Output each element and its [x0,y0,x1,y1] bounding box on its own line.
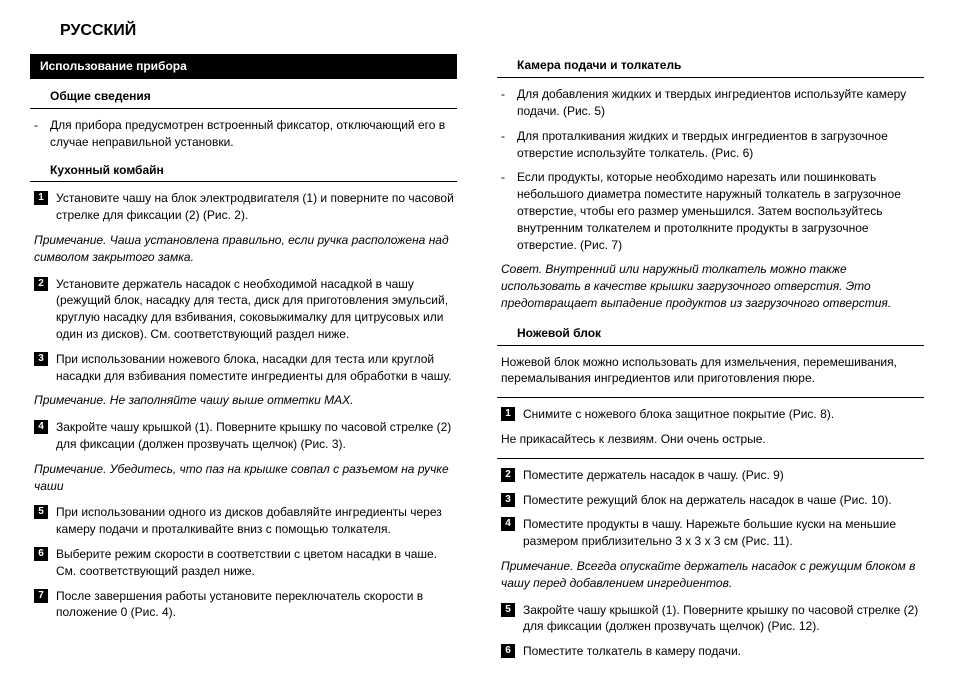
right-column: Камера подачи и толкатель - Для добавлен… [497,54,924,668]
page-title: РУССКИЙ [60,20,924,42]
step-3: 3 При использовании ножевого блока, наса… [30,351,457,385]
general-bullet-text: Для прибора предусмотрен встроенный фикс… [50,117,457,151]
blade-step-5: 5 Закройте чашу крышкой (1). Поверните к… [497,602,924,636]
dash-icon: - [34,117,50,151]
blade-step-2: 2 Поместите держатель насадок в чашу. (Р… [497,467,924,484]
sub-heading-blade: Ножевой блок [497,322,924,346]
blade-step-5-text: Закройте чашу крышкой (1). Поверните кры… [523,602,924,636]
feed-bullet-2: - Для проталкивания жидких и твердых инг… [497,128,924,162]
step-number-icon: 6 [34,547,48,561]
sub-heading-general: Общие сведения [30,85,457,109]
step-number-icon: 5 [34,505,48,519]
step-6-text: Выберите режим скорости в соответствии с… [56,546,457,580]
step-number-icon: 2 [501,468,515,482]
step-1: 1 Установите чашу на блок электродвигате… [30,190,457,224]
step-number-icon: 4 [501,517,515,531]
content-columns: Использование прибора Общие сведения - Д… [30,54,924,668]
feed-bullet-3-text: Если продукты, которые необходимо нареза… [517,169,924,253]
blade-step-6: 6 Поместите толкатель в камеру подачи. [497,643,924,660]
feed-bullet-3: - Если продукты, которые необходимо наре… [497,169,924,253]
sub-heading-processor: Кухонный комбайн [30,159,457,183]
step-number-icon: 1 [34,191,48,205]
blade-step-2-text: Поместите держатель насадок в чашу. (Рис… [523,467,924,484]
note-3: Примечание. Убедитесь, что паз на крышке… [34,461,457,495]
blade-step-6-text: Поместите толкатель в камеру подачи. [523,643,924,660]
step-2: 2 Установите держатель насадок с необход… [30,276,457,343]
step-number-icon: 4 [34,420,48,434]
step-1-text: Установите чашу на блок электродвигателя… [56,190,457,224]
step-number-icon: 3 [34,352,48,366]
step-number-icon: 2 [34,277,48,291]
step-number-icon: 1 [501,407,515,421]
step-number-icon: 6 [501,644,515,658]
blade-step-1-text: Снимите с ножевого блока защитное покрыт… [523,406,924,423]
step-2-text: Установите держатель насадок с необходим… [56,276,457,343]
blade-note: Примечание. Всегда опускайте держатель н… [501,558,924,592]
dash-icon: - [501,169,517,253]
blade-step-3: 3 Поместите режущий блок на держатель на… [497,492,924,509]
step-6: 6 Выберите режим скорости в соответствии… [30,546,457,580]
step-4-text: Закройте чашу крышкой (1). Поверните кры… [56,419,457,453]
general-bullet: - Для прибора предусмотрен встроенный фи… [30,117,457,151]
feed-bullet-1: - Для добавления жидких и твердых ингред… [497,86,924,120]
dash-icon: - [501,128,517,162]
divider [497,397,924,398]
step-7-text: После завершения работы установите перек… [56,588,457,622]
blade-step-4: 4 Поместите продукты в чашу. Нарежьте бо… [497,516,924,550]
step-7: 7 После завершения работы установите пер… [30,588,457,622]
step-number-icon: 7 [34,589,48,603]
note-2: Примечание. Не заполняйте чашу выше отме… [34,392,457,409]
feed-tip: Совет. Внутренний или наружный толкатель… [501,261,924,311]
blade-warning: Не прикасайтесь к лезвиям. Они очень ост… [501,431,924,448]
step-number-icon: 3 [501,493,515,507]
step-5: 5 При использовании одного из дисков доб… [30,504,457,538]
blade-step-4-text: Поместите продукты в чашу. Нарежьте боль… [523,516,924,550]
step-4: 4 Закройте чашу крышкой (1). Поверните к… [30,419,457,453]
blade-intro: Ножевой блок можно использовать для изме… [501,354,924,388]
sub-heading-feed: Камера подачи и толкатель [497,54,924,78]
step-3-text: При использовании ножевого блока, насадк… [56,351,457,385]
note-1: Примечание. Чаша установлена правильно, … [34,232,457,266]
step-5-text: При использовании одного из дисков добав… [56,504,457,538]
blade-step-1: 1 Снимите с ножевого блока защитное покр… [497,406,924,423]
left-column: Использование прибора Общие сведения - Д… [30,54,457,668]
feed-bullet-2-text: Для проталкивания жидких и твердых ингре… [517,128,924,162]
divider [497,458,924,459]
feed-bullet-1-text: Для добавления жидких и твердых ингредие… [517,86,924,120]
dash-icon: - [501,86,517,120]
blade-step-3-text: Поместите режущий блок на держатель наса… [523,492,924,509]
section-header-usage: Использование прибора [30,54,457,79]
step-number-icon: 5 [501,603,515,617]
